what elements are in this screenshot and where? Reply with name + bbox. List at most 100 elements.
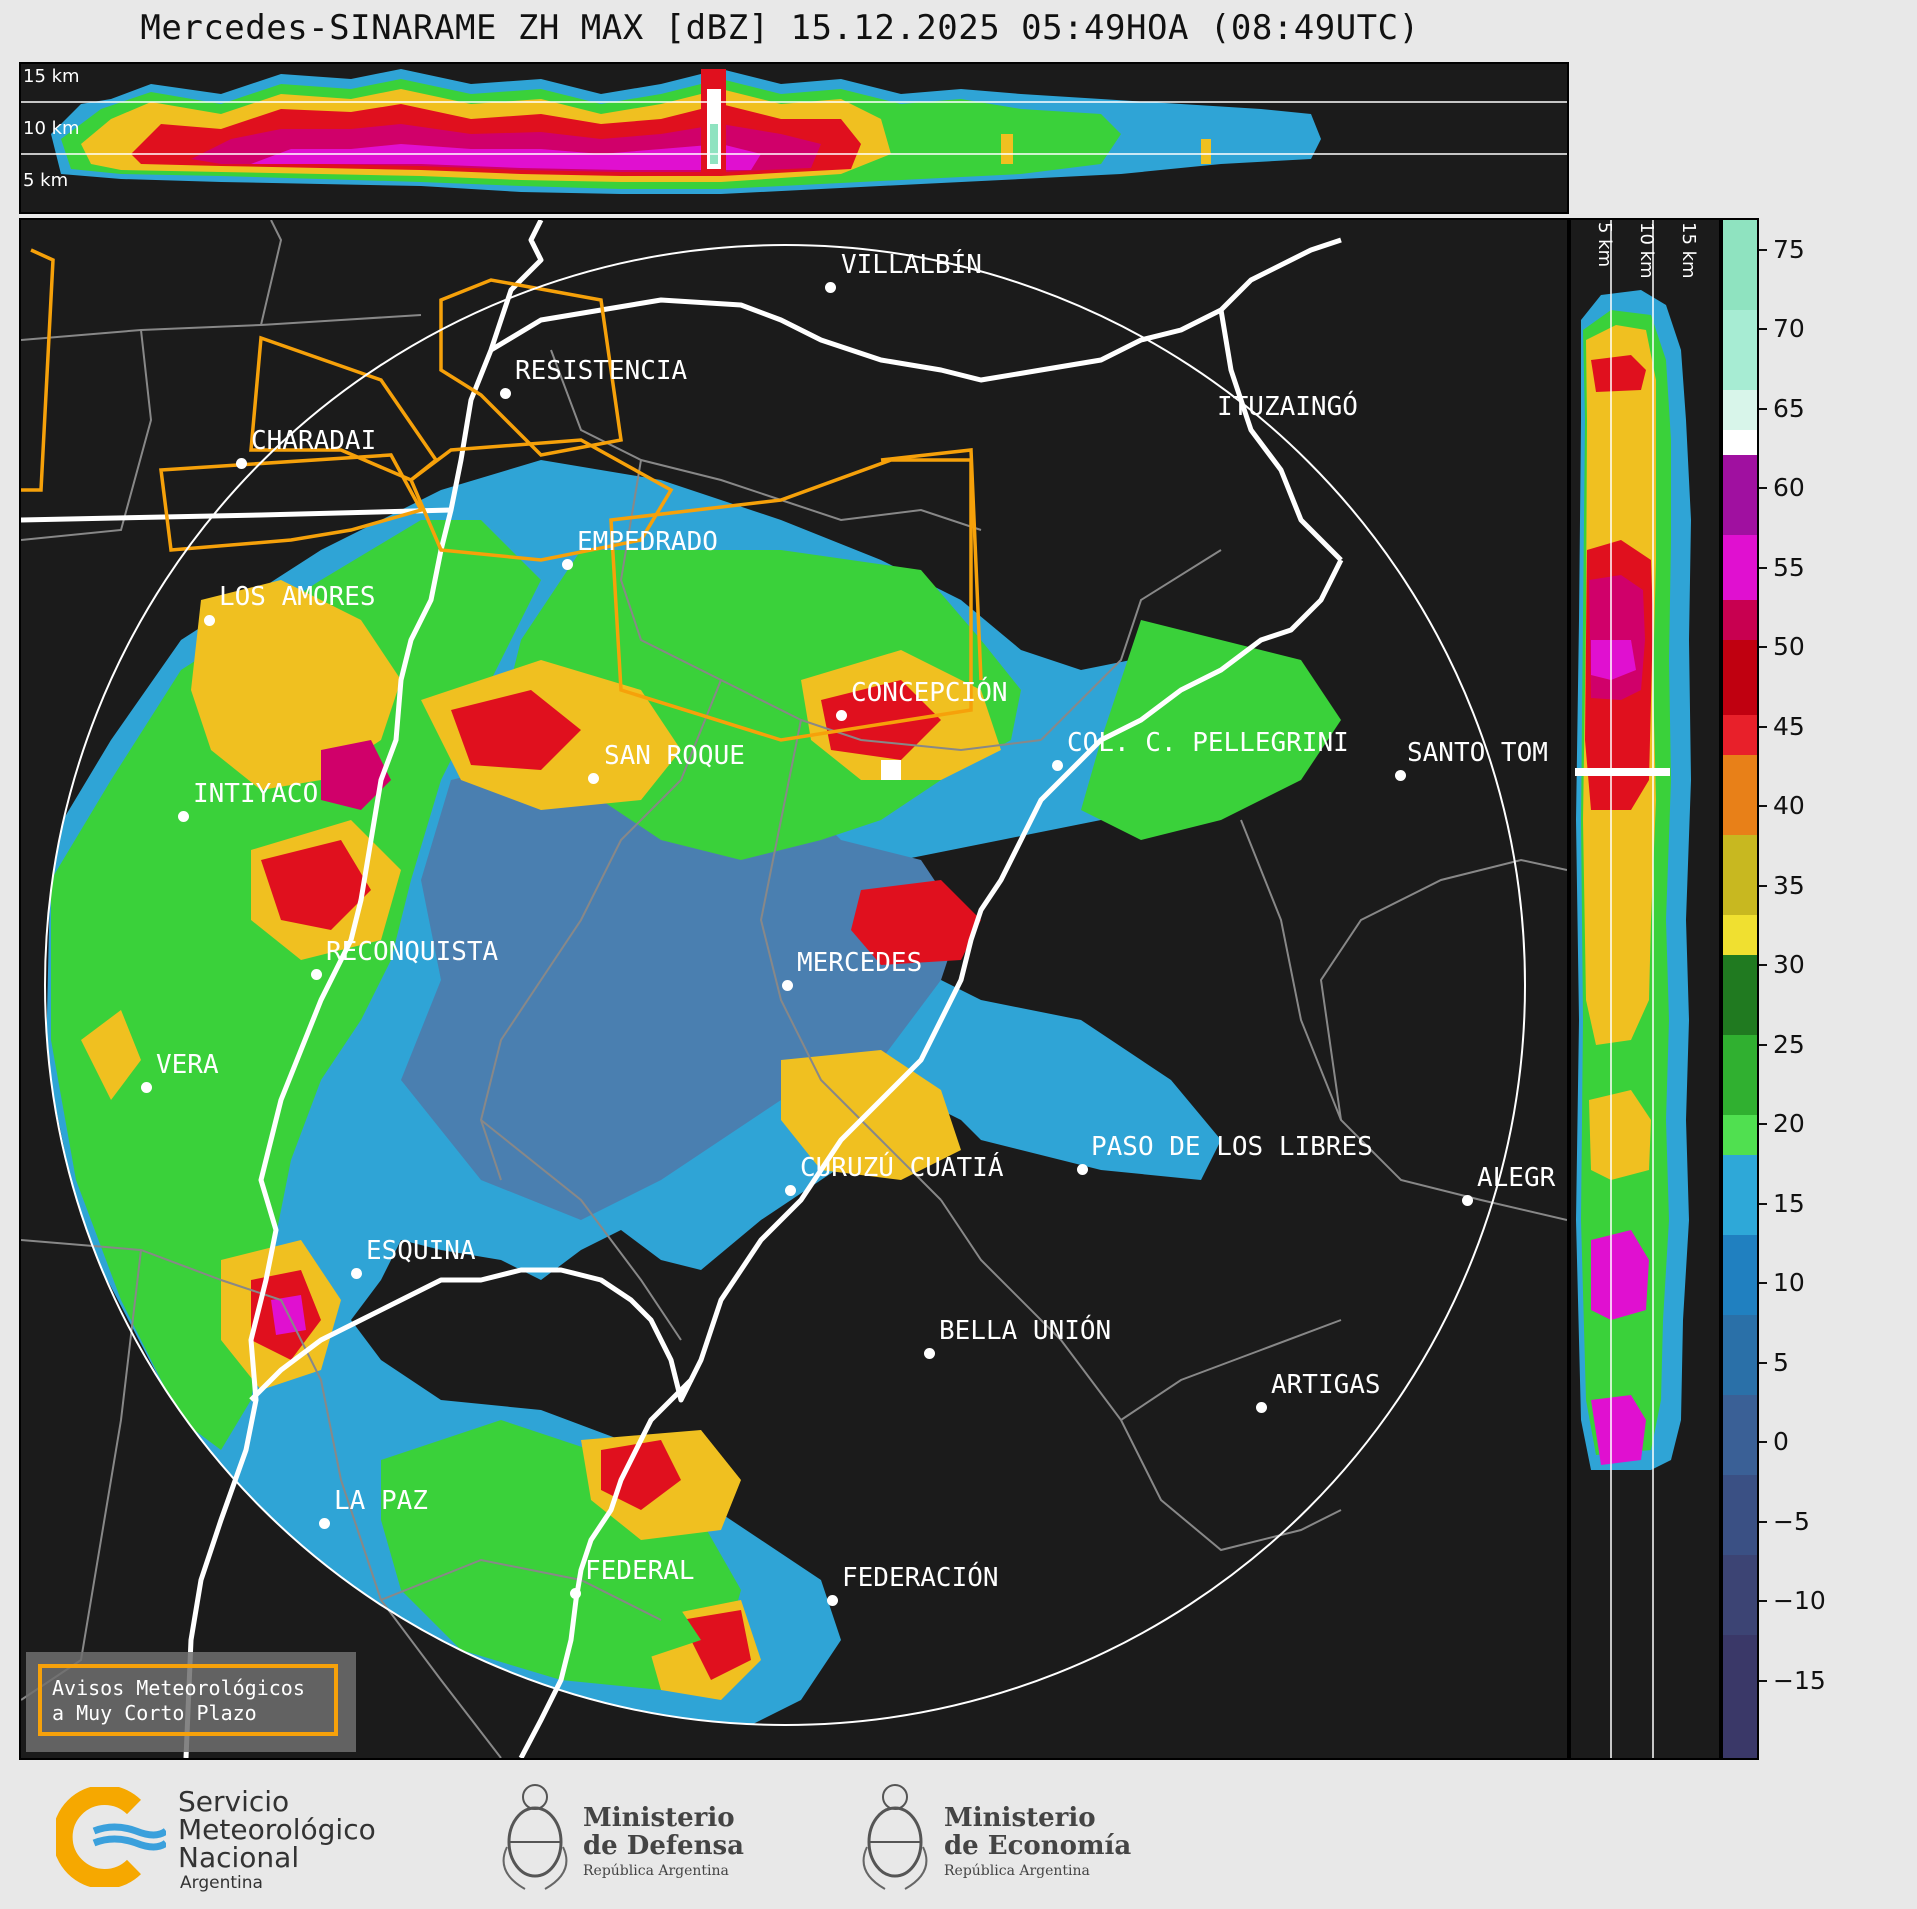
smn-line4: Argentina (180, 1873, 263, 1893)
colorbar-tick-label: 30 (1773, 950, 1805, 980)
colorbar-tick-label: −5 (1773, 1506, 1810, 1536)
footer-logos: Servicio Meteorológico Nacional Argentin… (0, 1765, 1917, 1909)
colorbar-tick-label: 70 (1773, 314, 1805, 344)
city-label-resistencia: RESISTENCIA (515, 356, 688, 386)
city-label-santo-tome: SANTO TOM (1407, 738, 1548, 768)
page-title: Mercedes-SINARAME ZH MAX [dBZ] 15.12.202… (140, 8, 1420, 48)
city-label-san-roque: SAN ROQUE (604, 741, 745, 771)
right-cross-section-panel: 5 km 10 km 15 km (1569, 218, 1721, 1760)
city-marker (236, 458, 247, 469)
city-label-col-c-pellegrini: COL. C. PELLEGRINI (1067, 728, 1349, 758)
economia-line2: de Economía (944, 1831, 1132, 1861)
city-label-curuzu-cuatia: CURUZÚ CUATIÁ (800, 1153, 1004, 1183)
colorbar-tick-label: 50 (1773, 632, 1805, 662)
altitude-label-10km: 10 km (23, 118, 80, 139)
altitude-label-15km: 15 km (23, 66, 80, 87)
rivers-and-borders (21, 220, 1344, 1758)
city-label-reconquista: RECONQUISTA (326, 937, 499, 967)
smn-line3: Nacional (178, 1841, 300, 1874)
city-marker (827, 1595, 838, 1606)
city-marker (1462, 1195, 1473, 1206)
city-label-concepcion: CONCEPCIÓN (851, 678, 1008, 708)
altitude-label-5km: 5 km (23, 170, 69, 191)
colorbar-tick-label: −10 (1773, 1586, 1826, 1616)
economia-line1: Ministerio (944, 1803, 1096, 1833)
warning-legend-line2: a Muy Corto Plazo (52, 1701, 257, 1725)
colorbar-tick-label: 75 (1773, 234, 1805, 264)
dbz-colorbar-ticks: 75 70 65 60 55 50 45 40 35 30 25 20 15 10 5 0 −5 −10 −15 (1759, 218, 1839, 1760)
city-marker (1077, 1164, 1088, 1175)
city-label-federacion: FEDERACIÓN (842, 1563, 999, 1593)
city-marker (562, 559, 573, 570)
city-label-mercedes: MERCEDES (797, 948, 923, 978)
city-marker (1256, 1402, 1267, 1413)
colorbar-tick-label: 20 (1773, 1109, 1805, 1139)
city-marker (924, 1348, 935, 1359)
colorbar-tick-label: −15 (1773, 1665, 1826, 1695)
city-label-ituzaingo: ITUZAINGÓ (1217, 392, 1358, 422)
colorbar-tick-label: 55 (1773, 552, 1805, 582)
altitude-label-5km: 5 km (1594, 222, 1615, 268)
city-marker (1395, 770, 1406, 781)
city-label-charadai: CHARADAI (251, 426, 377, 456)
city-marker (588, 773, 599, 784)
city-label-la-paz: LA PAZ (334, 1486, 428, 1516)
colorbar-tick-label: 25 (1773, 1029, 1805, 1059)
argentina-coat-of-arms-icon (862, 1784, 928, 1890)
colorbar-tick-label: 0 (1773, 1427, 1789, 1457)
colorbar-tick-label: 65 (1773, 393, 1805, 423)
city-label-bella-union: BELLA UNIÓN (939, 1316, 1112, 1346)
colorbar-tick-label: 5 (1773, 1347, 1789, 1377)
city-label-villalbin: VILLALBÍN (841, 250, 982, 280)
city-marker (141, 1082, 152, 1093)
city-marker (500, 388, 511, 399)
argentina-coat-of-arms-icon (502, 1784, 568, 1890)
city-label-artigas: ARTIGAS (1271, 1370, 1381, 1400)
city-label-los-amores: LOS AMORES (219, 582, 376, 612)
top-cross-section-echo (21, 69, 1567, 194)
city-label-paso-de-los-libres: PASO DE LOS LIBRES (1091, 1132, 1373, 1162)
warning-legend-line1: Avisos Meteorológicos (52, 1676, 305, 1700)
colorbar-tick-label: 40 (1773, 791, 1805, 821)
altitude-label-10km: 10 km (1636, 222, 1657, 279)
colorbar-tick-label: 15 (1773, 1188, 1805, 1218)
city-marker (204, 615, 215, 626)
city-marker (785, 1185, 796, 1196)
defensa-line1: Ministerio (583, 1803, 735, 1833)
colorbar-tick-label: 60 (1773, 473, 1805, 503)
city-marker (825, 282, 836, 293)
city-label-empedrado: EMPEDRADO (577, 527, 718, 557)
radar-map[interactable]: VILLALBÍN RESISTENCIA ITUZAINGÓ CHARADAI… (19, 218, 1569, 1760)
radar-map-graphics (21, 220, 1567, 1758)
dbz-colorbar (1721, 218, 1759, 1760)
top-cross-section-panel: 15 km 10 km 5 km (19, 62, 1569, 214)
city-label-alegrete: ALEGR (1477, 1163, 1556, 1193)
reflectivity-echo (46, 460, 1341, 1725)
city-label-intiyaco: INTIYACO (193, 779, 319, 809)
colorbar-tick-label: 35 (1773, 870, 1805, 900)
defensa-line3: República Argentina (583, 1863, 729, 1879)
admin-boundaries (21, 220, 1567, 1758)
altitude-label-15km: 15 km (1678, 222, 1699, 279)
colorbar-tick-label: 45 (1773, 711, 1805, 741)
defensa-line2: de Defensa (583, 1831, 744, 1861)
city-label-esquina: ESQUINA (366, 1236, 476, 1266)
city-label-federal: FEDERAL (585, 1556, 695, 1586)
city-label-vera: VERA (156, 1050, 219, 1080)
city-marker (836, 710, 847, 721)
right-cross-section-echo (1575, 220, 1691, 1758)
city-marker (311, 969, 322, 980)
colorbar-tick-label: 10 (1773, 1268, 1805, 1298)
smn-logo-icon (56, 1787, 166, 1887)
economia-line3: República Argentina (944, 1863, 1090, 1879)
warning-polygons (21, 248, 983, 742)
city-marker (319, 1518, 330, 1529)
city-marker (570, 1588, 581, 1599)
dbz-colorbar-gradient (1723, 220, 1757, 1758)
warning-legend-box[interactable]: Avisos Meteorológicos a Muy Corto Plazo (26, 1652, 356, 1752)
smn-line2: Meteorológico (178, 1813, 376, 1846)
city-marker (178, 811, 189, 822)
smn-line1: Servicio (178, 1785, 290, 1818)
warning-legend-border: Avisos Meteorológicos a Muy Corto Plazo (38, 1664, 338, 1736)
city-marker (351, 1268, 362, 1279)
